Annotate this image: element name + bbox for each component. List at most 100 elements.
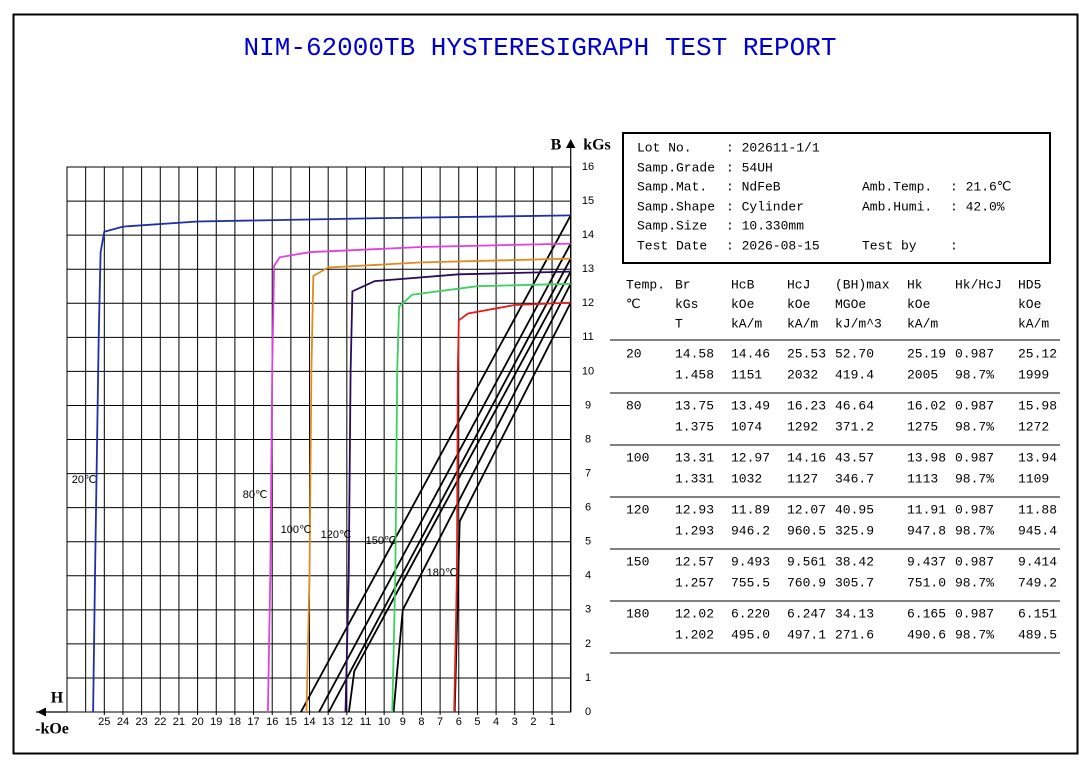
table-cell: 13.49 bbox=[731, 398, 770, 413]
table-header: kA/m bbox=[787, 316, 818, 331]
x-tick-label: 22 bbox=[154, 716, 166, 728]
info-label: Test by bbox=[862, 238, 917, 253]
table-cell: 98.7% bbox=[955, 419, 994, 434]
normal-curve bbox=[327, 258, 571, 712]
table-cell: 0.987 bbox=[955, 346, 994, 361]
x-axis-unit: -kOe bbox=[35, 721, 69, 738]
table-cell: 497.1 bbox=[787, 627, 826, 642]
table-temp: 180 bbox=[626, 606, 649, 621]
y-tick-label: 13 bbox=[582, 263, 594, 275]
table-cell: 325.9 bbox=[835, 523, 874, 538]
table-cell: 0.987 bbox=[955, 450, 994, 465]
table-header: kOe bbox=[731, 297, 754, 312]
table-cell: 1074 bbox=[731, 419, 762, 434]
table-cell: 945.4 bbox=[1018, 523, 1057, 538]
table-cell: 1999 bbox=[1018, 367, 1049, 382]
table-header: Hk bbox=[907, 277, 923, 292]
table-cell: 1.257 bbox=[675, 575, 714, 590]
info-value: : bbox=[950, 238, 958, 253]
y-tick-label: 10 bbox=[582, 365, 594, 377]
table-cell: 1272 bbox=[1018, 419, 1049, 434]
info-box bbox=[622, 132, 1051, 264]
x-tick-label: 20 bbox=[191, 716, 203, 728]
x-tick-label: 5 bbox=[474, 716, 480, 728]
table-cell: 1109 bbox=[1018, 471, 1049, 486]
table-cell: 98.7% bbox=[955, 367, 994, 382]
y-axis-unit: kGs bbox=[583, 137, 611, 154]
x-tick-label: 12 bbox=[341, 716, 353, 728]
normal-curve bbox=[392, 283, 571, 712]
series-label: 20℃ bbox=[72, 474, 97, 486]
y-tick-label: 11 bbox=[582, 331, 593, 343]
intrinsic-curve bbox=[391, 282, 571, 712]
table-cell: 1032 bbox=[731, 471, 762, 486]
table-cell: 13.31 bbox=[675, 450, 714, 465]
info-label: Samp.Mat. bbox=[637, 179, 707, 194]
table-header: kA/m bbox=[731, 316, 762, 331]
table-temp: 80 bbox=[626, 398, 642, 413]
x-tick-label: 14 bbox=[303, 716, 315, 728]
table-cell: 9.561 bbox=[787, 554, 826, 569]
intrinsic-curve bbox=[344, 270, 571, 712]
table-cell: 15.98 bbox=[1018, 398, 1057, 413]
table-cell: 98.7% bbox=[955, 575, 994, 590]
x-tick-label: 8 bbox=[418, 716, 424, 728]
table-cell: 495.0 bbox=[731, 627, 770, 642]
table-cell: 14.46 bbox=[731, 346, 770, 361]
intrinsic-curve bbox=[92, 214, 571, 712]
table-cell: 489.5 bbox=[1018, 627, 1057, 642]
table-cell: 1127 bbox=[787, 471, 818, 486]
info-label: Amb.Temp. bbox=[862, 179, 932, 194]
table-cell: 1275 bbox=[907, 419, 938, 434]
table-cell: 751.0 bbox=[907, 575, 946, 590]
table-cell: 0.987 bbox=[955, 398, 994, 413]
y-tick-label: 8 bbox=[585, 433, 591, 445]
table-cell: 25.12 bbox=[1018, 346, 1057, 361]
table-cell: 0.987 bbox=[955, 606, 994, 621]
y-tick-label: 16 bbox=[582, 161, 594, 173]
normal-curve bbox=[318, 243, 571, 712]
y-tick-label: 14 bbox=[582, 229, 594, 241]
table-header: kGs bbox=[675, 297, 698, 312]
x-tick-label: 24 bbox=[117, 716, 129, 728]
table-cell: 9.493 bbox=[731, 554, 770, 569]
x-tick-label: 3 bbox=[512, 716, 518, 728]
info-label: Test Date bbox=[637, 238, 707, 253]
table-header: HcJ bbox=[787, 277, 810, 292]
table-cell: 1.331 bbox=[675, 471, 714, 486]
table-header: kOe bbox=[907, 297, 930, 312]
table-cell: 1.375 bbox=[675, 419, 714, 434]
series-label: 80℃ bbox=[243, 489, 268, 501]
intrinsic-curve bbox=[305, 257, 571, 712]
info-value: : Cylinder bbox=[726, 199, 804, 214]
table-cell: 14.58 bbox=[675, 346, 714, 361]
x-tick-label: 13 bbox=[322, 716, 334, 728]
table-header: Br bbox=[675, 277, 691, 292]
y-tick-label: 15 bbox=[582, 195, 594, 207]
table-cell: 34.13 bbox=[835, 606, 874, 621]
table-cell: 1151 bbox=[731, 367, 762, 382]
y-tick-label: 3 bbox=[585, 604, 591, 616]
plot-lines bbox=[92, 214, 571, 712]
table-cell: 346.7 bbox=[835, 471, 874, 486]
table-cell: 2005 bbox=[907, 367, 938, 382]
y-tick-label: 12 bbox=[582, 297, 594, 309]
x-tick-label: 7 bbox=[437, 716, 443, 728]
table-cell: 9.437 bbox=[907, 554, 946, 569]
x-tick-label: 4 bbox=[493, 716, 499, 728]
table-cell: 2032 bbox=[787, 367, 818, 382]
table-cell: 305.7 bbox=[835, 575, 874, 590]
info-value: : 2026-08-15 bbox=[726, 238, 820, 253]
table-cell: 1113 bbox=[907, 471, 938, 486]
table-cell: 98.7% bbox=[955, 471, 994, 486]
info-value: : NdFeB bbox=[726, 179, 781, 194]
series-label: 120℃ bbox=[321, 529, 352, 541]
x-tick-label: 23 bbox=[135, 716, 147, 728]
table-cell: 98.7% bbox=[955, 523, 994, 538]
table-cell: 490.6 bbox=[907, 627, 946, 642]
table-cell: 40.95 bbox=[835, 502, 874, 517]
info-value: : 10.330mm bbox=[726, 218, 804, 233]
y-tick-label: 9 bbox=[585, 399, 591, 411]
series-label: 150℃ bbox=[366, 535, 397, 547]
